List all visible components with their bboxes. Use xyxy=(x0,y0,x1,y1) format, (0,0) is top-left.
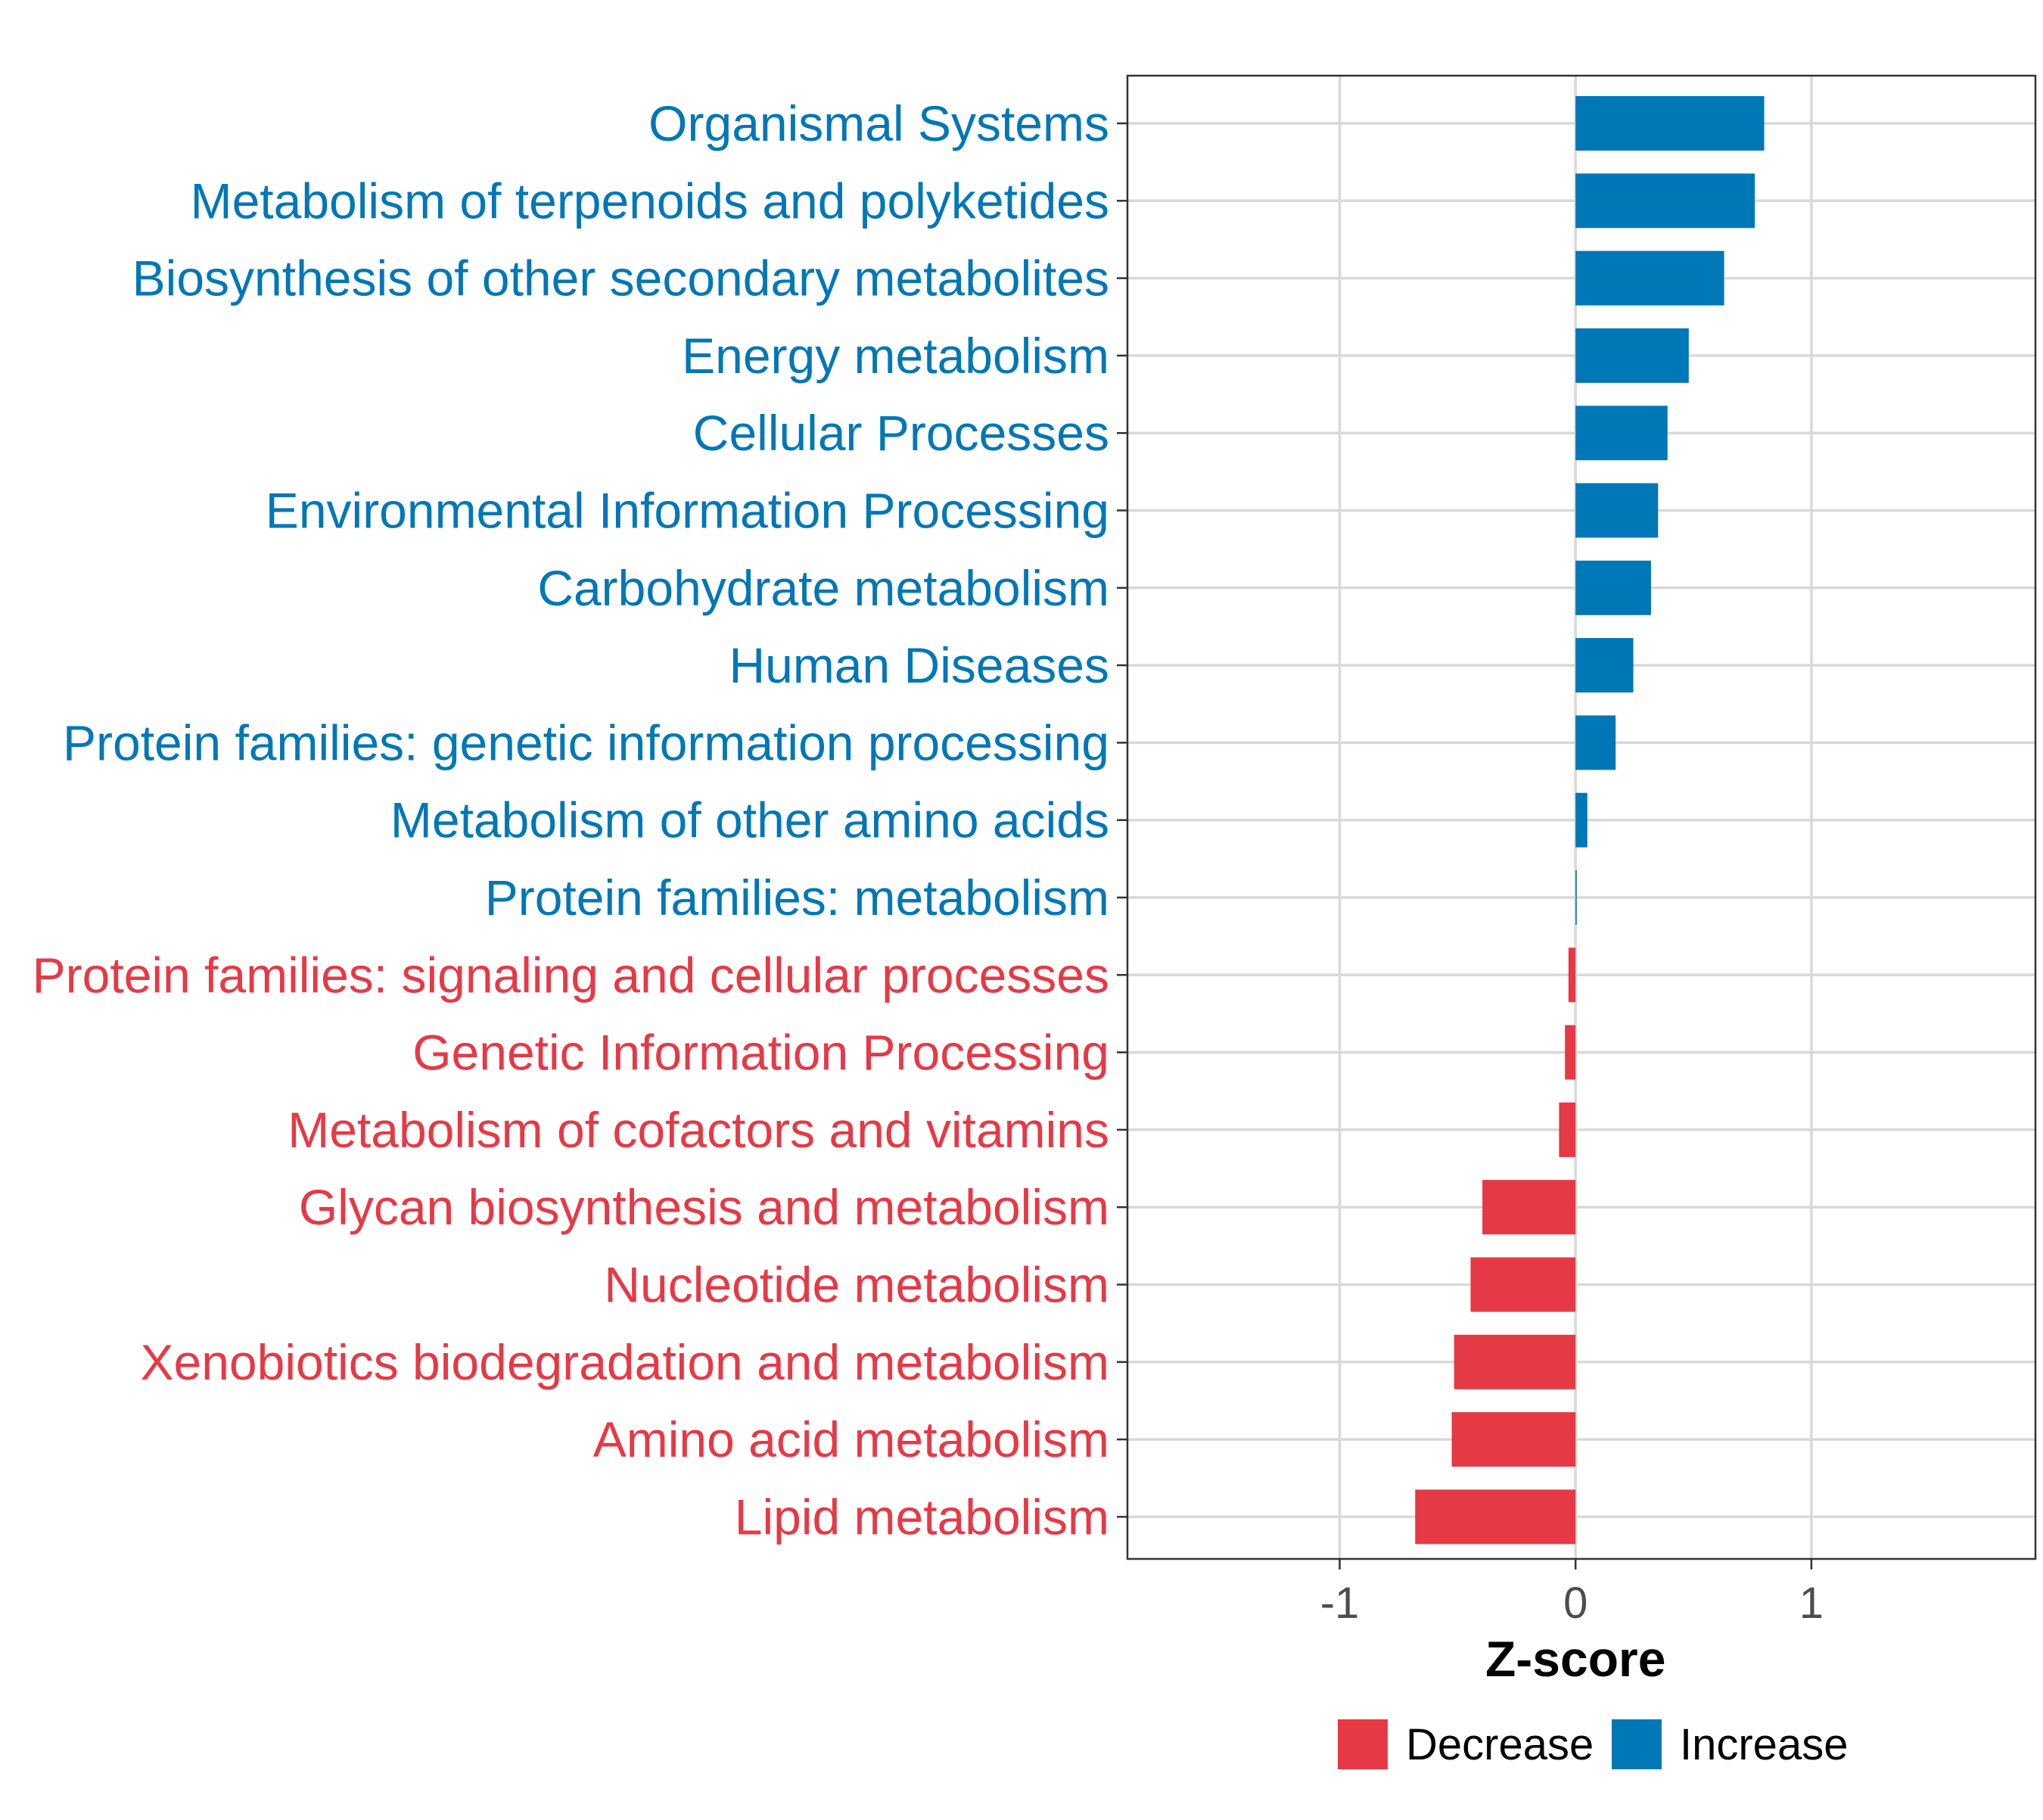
x-tick-label: -1 xyxy=(1320,1579,1360,1628)
bar-increase xyxy=(1575,483,1659,538)
category-label: Human Diseases xyxy=(729,637,1109,693)
x-tick-label: 0 xyxy=(1563,1579,1587,1628)
category-label: Biosynthesis of other secondary metaboli… xyxy=(132,250,1109,306)
category-label: Metabolism of terpenoids and polyketides xyxy=(191,173,1109,229)
bar-decrease xyxy=(1470,1257,1576,1312)
legend-label-increase: Increase xyxy=(1680,1720,1848,1769)
category-label: Energy metabolism xyxy=(682,328,1109,384)
legend-swatch-decrease xyxy=(1338,1719,1388,1769)
bar-increase xyxy=(1575,870,1577,925)
bar-increase xyxy=(1575,638,1634,693)
bar-increase xyxy=(1575,715,1616,770)
bar-increase xyxy=(1575,328,1689,383)
x-axis-title: Z-score xyxy=(1485,1631,1665,1687)
category-label: Carbohydrate metabolism xyxy=(537,560,1109,616)
category-label: Glycan biosynthesis and metabolism xyxy=(299,1179,1109,1235)
y-axis: Organismal Systems Metabolism of terpenoi… xyxy=(33,95,1127,1545)
category-label: Genetic Information Processing xyxy=(412,1025,1109,1081)
plot-panel-border xyxy=(1126,74,2037,1560)
bar-increase xyxy=(1575,173,1755,229)
bar-decrease xyxy=(1415,1489,1576,1545)
bar-increase xyxy=(1575,560,1651,615)
category-label: Xenobiotics biodegradation and metabolis… xyxy=(141,1334,1110,1390)
bar-decrease xyxy=(1482,1180,1576,1235)
legend-label-decrease: Decrease xyxy=(1406,1720,1594,1769)
category-label: Cellular Processes xyxy=(693,405,1109,461)
bar-layer xyxy=(1415,96,1765,1545)
legend: Decrease Increase xyxy=(1338,1719,1848,1769)
bar-increase xyxy=(1575,792,1587,848)
bar-decrease xyxy=(1454,1334,1576,1389)
category-label: Metabolism of other amino acids xyxy=(390,792,1109,848)
category-label: Protein families: genetic information pr… xyxy=(63,714,1109,770)
category-label: Amino acid metabolism xyxy=(593,1411,1109,1467)
bar-decrease xyxy=(1565,1025,1576,1080)
bar-increase xyxy=(1575,250,1724,306)
category-label: Protein families: metabolism xyxy=(485,870,1109,926)
bar-increase xyxy=(1575,406,1668,461)
x-tick-label: 1 xyxy=(1799,1579,1824,1628)
category-label: Nucleotide metabolism xyxy=(604,1257,1109,1313)
bar-increase xyxy=(1575,96,1765,151)
bar-decrease xyxy=(1559,1102,1576,1157)
category-label: Protein families: signaling and cellular… xyxy=(33,947,1109,1003)
category-label: Organismal Systems xyxy=(648,95,1109,151)
category-label: Metabolism of cofactors and vitamins xyxy=(288,1102,1109,1158)
category-label: Environmental Information Processing xyxy=(266,483,1109,539)
legend-swatch-increase xyxy=(1612,1719,1662,1769)
bar-decrease xyxy=(1451,1412,1576,1467)
bar-decrease xyxy=(1568,947,1576,1003)
category-label: Lipid metabolism xyxy=(735,1489,1109,1545)
x-axis: -1 0 1 xyxy=(1320,1559,1824,1628)
